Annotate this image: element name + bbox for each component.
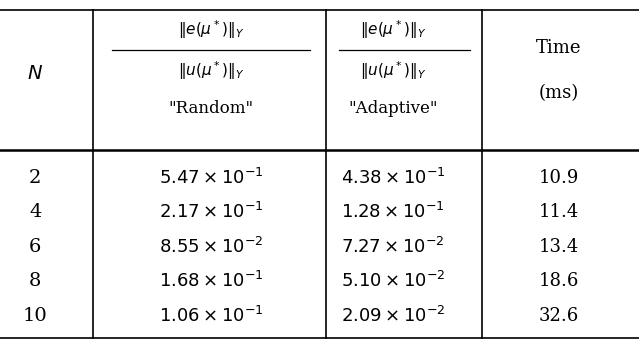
Text: 6: 6 bbox=[29, 238, 42, 256]
Text: $\|e(\mu^*)\|_Y$: $\|e(\mu^*)\|_Y$ bbox=[178, 18, 244, 41]
Text: $1.06 \times 10^{-1}$: $1.06 \times 10^{-1}$ bbox=[158, 306, 263, 326]
Text: $4.38 \times 10^{-1}$: $4.38 \times 10^{-1}$ bbox=[341, 168, 445, 188]
Text: $\|u(\mu^*)\|_Y$: $\|u(\mu^*)\|_Y$ bbox=[178, 59, 244, 82]
Text: 32.6: 32.6 bbox=[539, 307, 579, 325]
Text: (ms): (ms) bbox=[539, 84, 579, 102]
Text: $N$: $N$ bbox=[27, 65, 43, 83]
Text: $1.68 \times 10^{-1}$: $1.68 \times 10^{-1}$ bbox=[158, 271, 263, 291]
Text: 11.4: 11.4 bbox=[539, 203, 579, 221]
Text: 4: 4 bbox=[29, 203, 42, 221]
Text: $2.17 \times 10^{-1}$: $2.17 \times 10^{-1}$ bbox=[158, 202, 263, 222]
Text: "Adaptive": "Adaptive" bbox=[348, 100, 438, 117]
Text: $\|u(\mu^*)\|_Y$: $\|u(\mu^*)\|_Y$ bbox=[360, 59, 426, 82]
Text: 18.6: 18.6 bbox=[539, 272, 580, 290]
Text: Time: Time bbox=[536, 39, 582, 57]
Text: $5.47 \times 10^{-1}$: $5.47 \times 10^{-1}$ bbox=[158, 168, 263, 188]
Text: $\|e(\mu^*)\|_Y$: $\|e(\mu^*)\|_Y$ bbox=[360, 18, 426, 41]
Text: 10.9: 10.9 bbox=[539, 169, 580, 187]
Text: $1.28 \times 10^{-1}$: $1.28 \times 10^{-1}$ bbox=[341, 202, 445, 222]
Text: 13.4: 13.4 bbox=[539, 238, 579, 256]
Text: $5.10 \times 10^{-2}$: $5.10 \times 10^{-2}$ bbox=[341, 271, 445, 291]
Text: "Random": "Random" bbox=[168, 100, 254, 117]
Text: 10: 10 bbox=[23, 307, 47, 325]
Text: 2: 2 bbox=[29, 169, 42, 187]
Text: 8: 8 bbox=[29, 272, 42, 290]
Text: $2.09 \times 10^{-2}$: $2.09 \times 10^{-2}$ bbox=[341, 306, 445, 326]
Text: $8.55 \times 10^{-2}$: $8.55 \times 10^{-2}$ bbox=[158, 237, 263, 257]
Text: $7.27 \times 10^{-2}$: $7.27 \times 10^{-2}$ bbox=[341, 237, 445, 257]
